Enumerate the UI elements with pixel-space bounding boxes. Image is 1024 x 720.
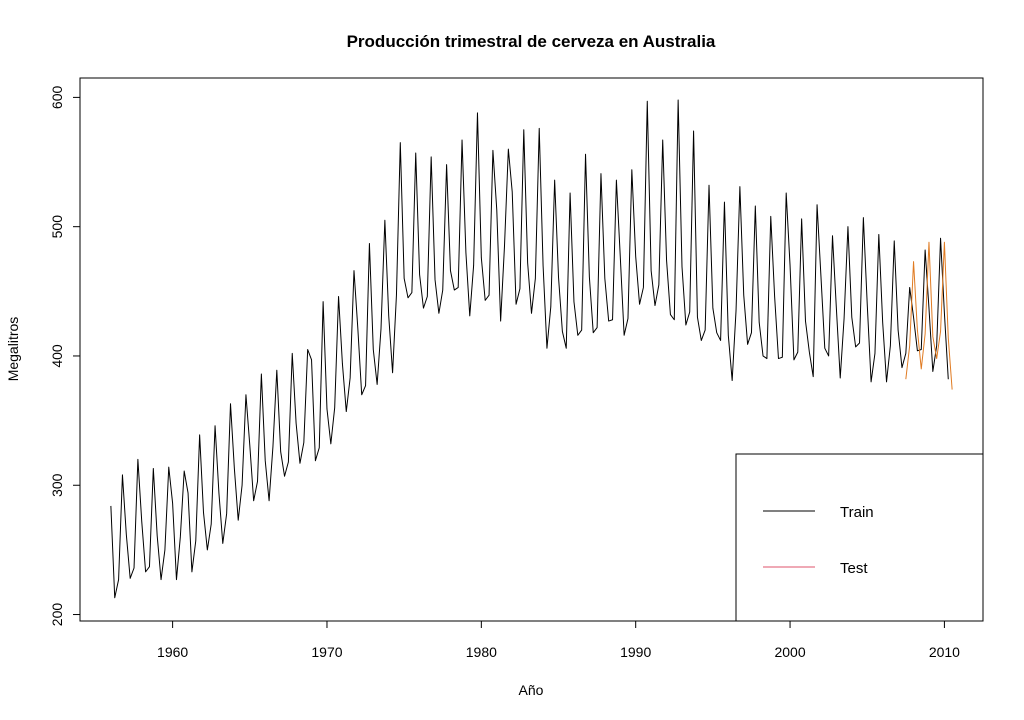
series-layer	[110, 99, 953, 599]
y-tick-label: 300	[49, 473, 65, 497]
legend-box	[735, 453, 984, 622]
legend: Train Test	[735, 453, 984, 622]
x-tick-label: 1980	[466, 644, 497, 660]
y-axis: 200 300 400 500 600	[49, 86, 81, 627]
legend-label-test: Test	[840, 560, 868, 577]
y-tick-label: 400	[49, 344, 65, 368]
x-tick-label: 2010	[929, 644, 960, 660]
y-tick-label: 200	[49, 603, 65, 627]
x-axis: 1960 1970 1980 1990 2000 2010	[157, 620, 960, 660]
x-tick-label: 2000	[774, 644, 805, 660]
y-axis-label: Megalitros	[5, 317, 21, 382]
x-tick-label: 1970	[311, 644, 342, 660]
x-tick-label: 1990	[620, 644, 651, 660]
y-tick-label: 500	[49, 215, 65, 239]
series-line-test	[905, 241, 953, 390]
y-tick-label: 600	[49, 86, 65, 110]
series-line-train	[110, 99, 949, 599]
x-axis-label: Año	[519, 682, 544, 698]
legend-label-train: Train	[840, 504, 874, 521]
chart-title: Producción trimestral de cerveza en Aust…	[347, 32, 716, 51]
x-tick-label: 1960	[157, 644, 188, 660]
